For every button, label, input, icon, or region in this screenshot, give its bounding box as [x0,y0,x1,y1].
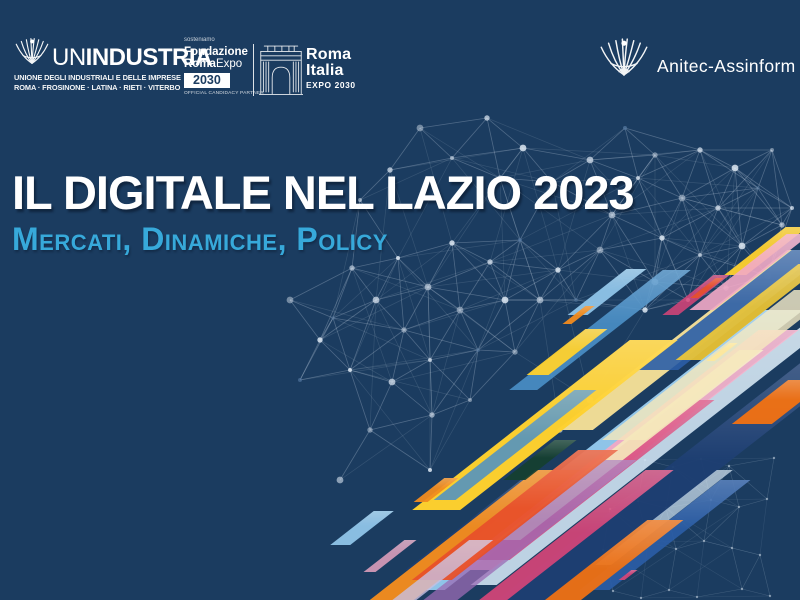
page-title: IL DIGITALE NEL LAZIO 2023 [12,166,635,220]
anitec-eagle-icon [600,38,648,76]
anitec-assinform-label: Anitec-Assinform [657,56,796,76]
page-subtitle: Mercati, Dinamiche, Policy [12,220,388,257]
expo-arch-icon [259,45,303,95]
expo-line3: EXPO 2030 [306,80,356,90]
expo-line1: Roma [306,46,352,63]
fondazione-line2-bold: Roma [184,58,216,70]
roma-italia-expo-logo: Roma Italia EXPO 2030 [306,46,356,91]
fondazione-line2-regular: Expo [215,58,243,70]
unindustria-eagle-icon [15,38,49,64]
unindustria-wordmark: UNINDUSTRIA [52,44,212,72]
unindustria-wordmark-bold: INDUSTRIA [85,44,213,71]
fondazione-line2: RomaExpo [184,58,250,71]
fondazione-2030-badge: 2030 [184,73,230,88]
fondazione-partner-label: OFFICIAL CANDIDACY PARTNER [184,91,264,96]
unindustria-provinces: ROMA · FROSINONE · LATINA · RIETI · VITE… [14,83,181,92]
anitec-assinform-logo: Anitec-Assinform [598,36,796,78]
expo-line2: Italia [306,62,344,79]
fondazione-line1: Fondazione [184,46,248,58]
unindustria-logo: UNINDUSTRIA UNIONE DEGLI INDUSTRIALI E D… [14,36,212,98]
unindustria-subtitle: UNIONE DEGLI INDUSTRIALI E DELLE IMPRESE [14,73,181,82]
fondazione-support-label: sosteniamo [184,37,215,43]
logo-divider [253,44,254,96]
fondazione-romaexpo-logo: sosteniamo Fondazione RomaExpo 2030 OFFI… [184,37,264,96]
unindustria-wordmark-light: UN [52,44,86,71]
